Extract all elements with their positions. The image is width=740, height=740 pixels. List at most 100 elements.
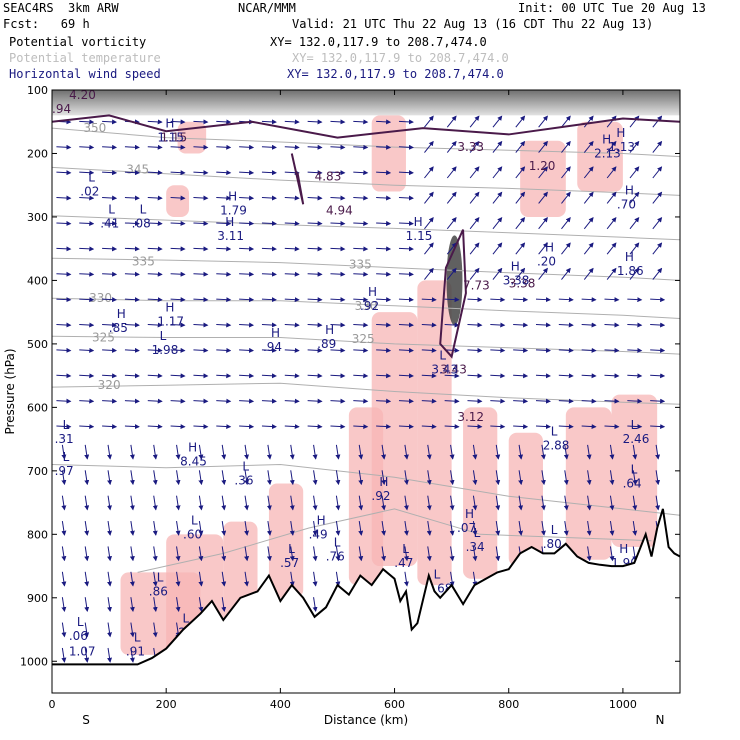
hl-marker: H (511, 259, 520, 273)
wind-arrow (561, 242, 571, 255)
wind-arrow (289, 444, 295, 460)
wind-arrow (239, 170, 255, 176)
wind-arrow (627, 373, 643, 379)
pv-contour-label: 3.33 (457, 140, 484, 154)
wind-arrow (170, 322, 186, 328)
wind-arrow (538, 115, 548, 128)
pv-contour-label: 3.12 (457, 410, 484, 424)
hl-marker: L (439, 348, 446, 362)
wind-arrow (79, 424, 95, 430)
wind-arrow (152, 495, 158, 511)
hl-marker: H (379, 475, 388, 489)
theta-label: 345 (126, 162, 149, 176)
wind-arrow (421, 373, 437, 379)
y-axis-label: Pressure (hPa) (3, 348, 17, 434)
hl-marker: L (551, 523, 558, 537)
hl-value: 3.38 (503, 273, 530, 287)
wind-arrow (216, 373, 232, 379)
wind-arrow (650, 424, 666, 430)
wind-arrow (102, 297, 118, 303)
hl-value: 1.13 (608, 140, 635, 154)
wind-arrow (244, 495, 250, 511)
wind-arrow (358, 444, 364, 460)
wind-arrow (472, 495, 478, 511)
wind-arrow (84, 444, 90, 460)
wind-arrow (175, 444, 181, 460)
wind-arrow (581, 322, 597, 328)
wind-arrow (61, 622, 67, 638)
wind-arrow (492, 242, 503, 255)
north-label: N (656, 713, 665, 727)
wind-arrow (358, 495, 364, 511)
wind-arrow (61, 647, 67, 663)
hl-value: 3.43 (431, 362, 458, 376)
wind-arrow (376, 297, 392, 303)
wind-arrow (604, 297, 620, 303)
pv-contour-tropopause (52, 114, 680, 139)
wind-arrow (84, 520, 90, 536)
hl-marker: L (160, 329, 167, 343)
wind-arrow (632, 495, 638, 511)
wind-arrow (538, 140, 548, 153)
wind-arrow (198, 520, 204, 536)
wind-arrow (170, 119, 186, 125)
wind-arrow (79, 170, 95, 176)
wind-arrow (84, 571, 90, 587)
wind-arrow (398, 144, 414, 150)
wind-arrow (424, 217, 434, 230)
wind-arrow (261, 322, 277, 328)
wind-arrow (307, 170, 323, 176)
wind-arrow (627, 297, 643, 303)
theta-label: 320 (98, 378, 121, 392)
wind-arrow (515, 267, 526, 280)
wind-arrow (467, 297, 483, 303)
hl-marker: H (225, 215, 234, 229)
wind-arrow (261, 424, 277, 430)
wind-arrow (61, 470, 67, 486)
wind-arrow (221, 444, 227, 460)
wind-arrow (284, 373, 300, 379)
wind-arrow (107, 571, 113, 587)
wind-arrow (398, 398, 414, 404)
wind-arrow (513, 322, 529, 328)
wind-arrow (239, 322, 255, 328)
wind-arrow (239, 424, 255, 430)
hl-value: .91 (126, 645, 145, 659)
wind-arrow (335, 546, 341, 562)
wind-arrow (515, 242, 526, 255)
wind-arrow (284, 144, 300, 150)
wind-arrow (124, 170, 140, 176)
wind-arrow (518, 520, 524, 536)
wind-arrow (632, 546, 638, 562)
wind-arrow (198, 444, 204, 460)
wind-arrow (558, 322, 574, 328)
hl-marker: L (288, 542, 295, 556)
wind-arrow (376, 271, 392, 277)
wind-arrow (307, 373, 323, 379)
wind-arrow (655, 444, 661, 460)
wind-arrow (492, 166, 503, 179)
hl-value: .34 (466, 540, 485, 554)
wind-arrow (444, 398, 460, 404)
wind-arrow (266, 470, 272, 486)
wind-arrow (102, 170, 118, 176)
wind-arrow (124, 246, 140, 252)
hl-marker: H (545, 240, 554, 254)
valid-label: Valid: 21 UTC Thu 22 Aug 13 (16 CDT Thu … (292, 17, 654, 31)
hl-marker: H (602, 132, 611, 146)
wind-arrow (472, 444, 478, 460)
wind-arrow (652, 166, 663, 179)
wind-arrow (147, 144, 163, 150)
wind-arrow (604, 398, 620, 404)
wind-arrow (239, 195, 255, 201)
wind-arrow (124, 220, 140, 226)
wind-arrow (398, 347, 414, 353)
wind-arrow (426, 546, 432, 562)
wind-arrow (358, 520, 364, 536)
theta-label: 330 (89, 291, 112, 305)
wind-arrow (540, 444, 546, 460)
wind-arrow (353, 373, 369, 379)
theta-label: 335 (349, 258, 372, 272)
wind-arrow (330, 195, 346, 201)
wind-arrow (421, 322, 437, 328)
